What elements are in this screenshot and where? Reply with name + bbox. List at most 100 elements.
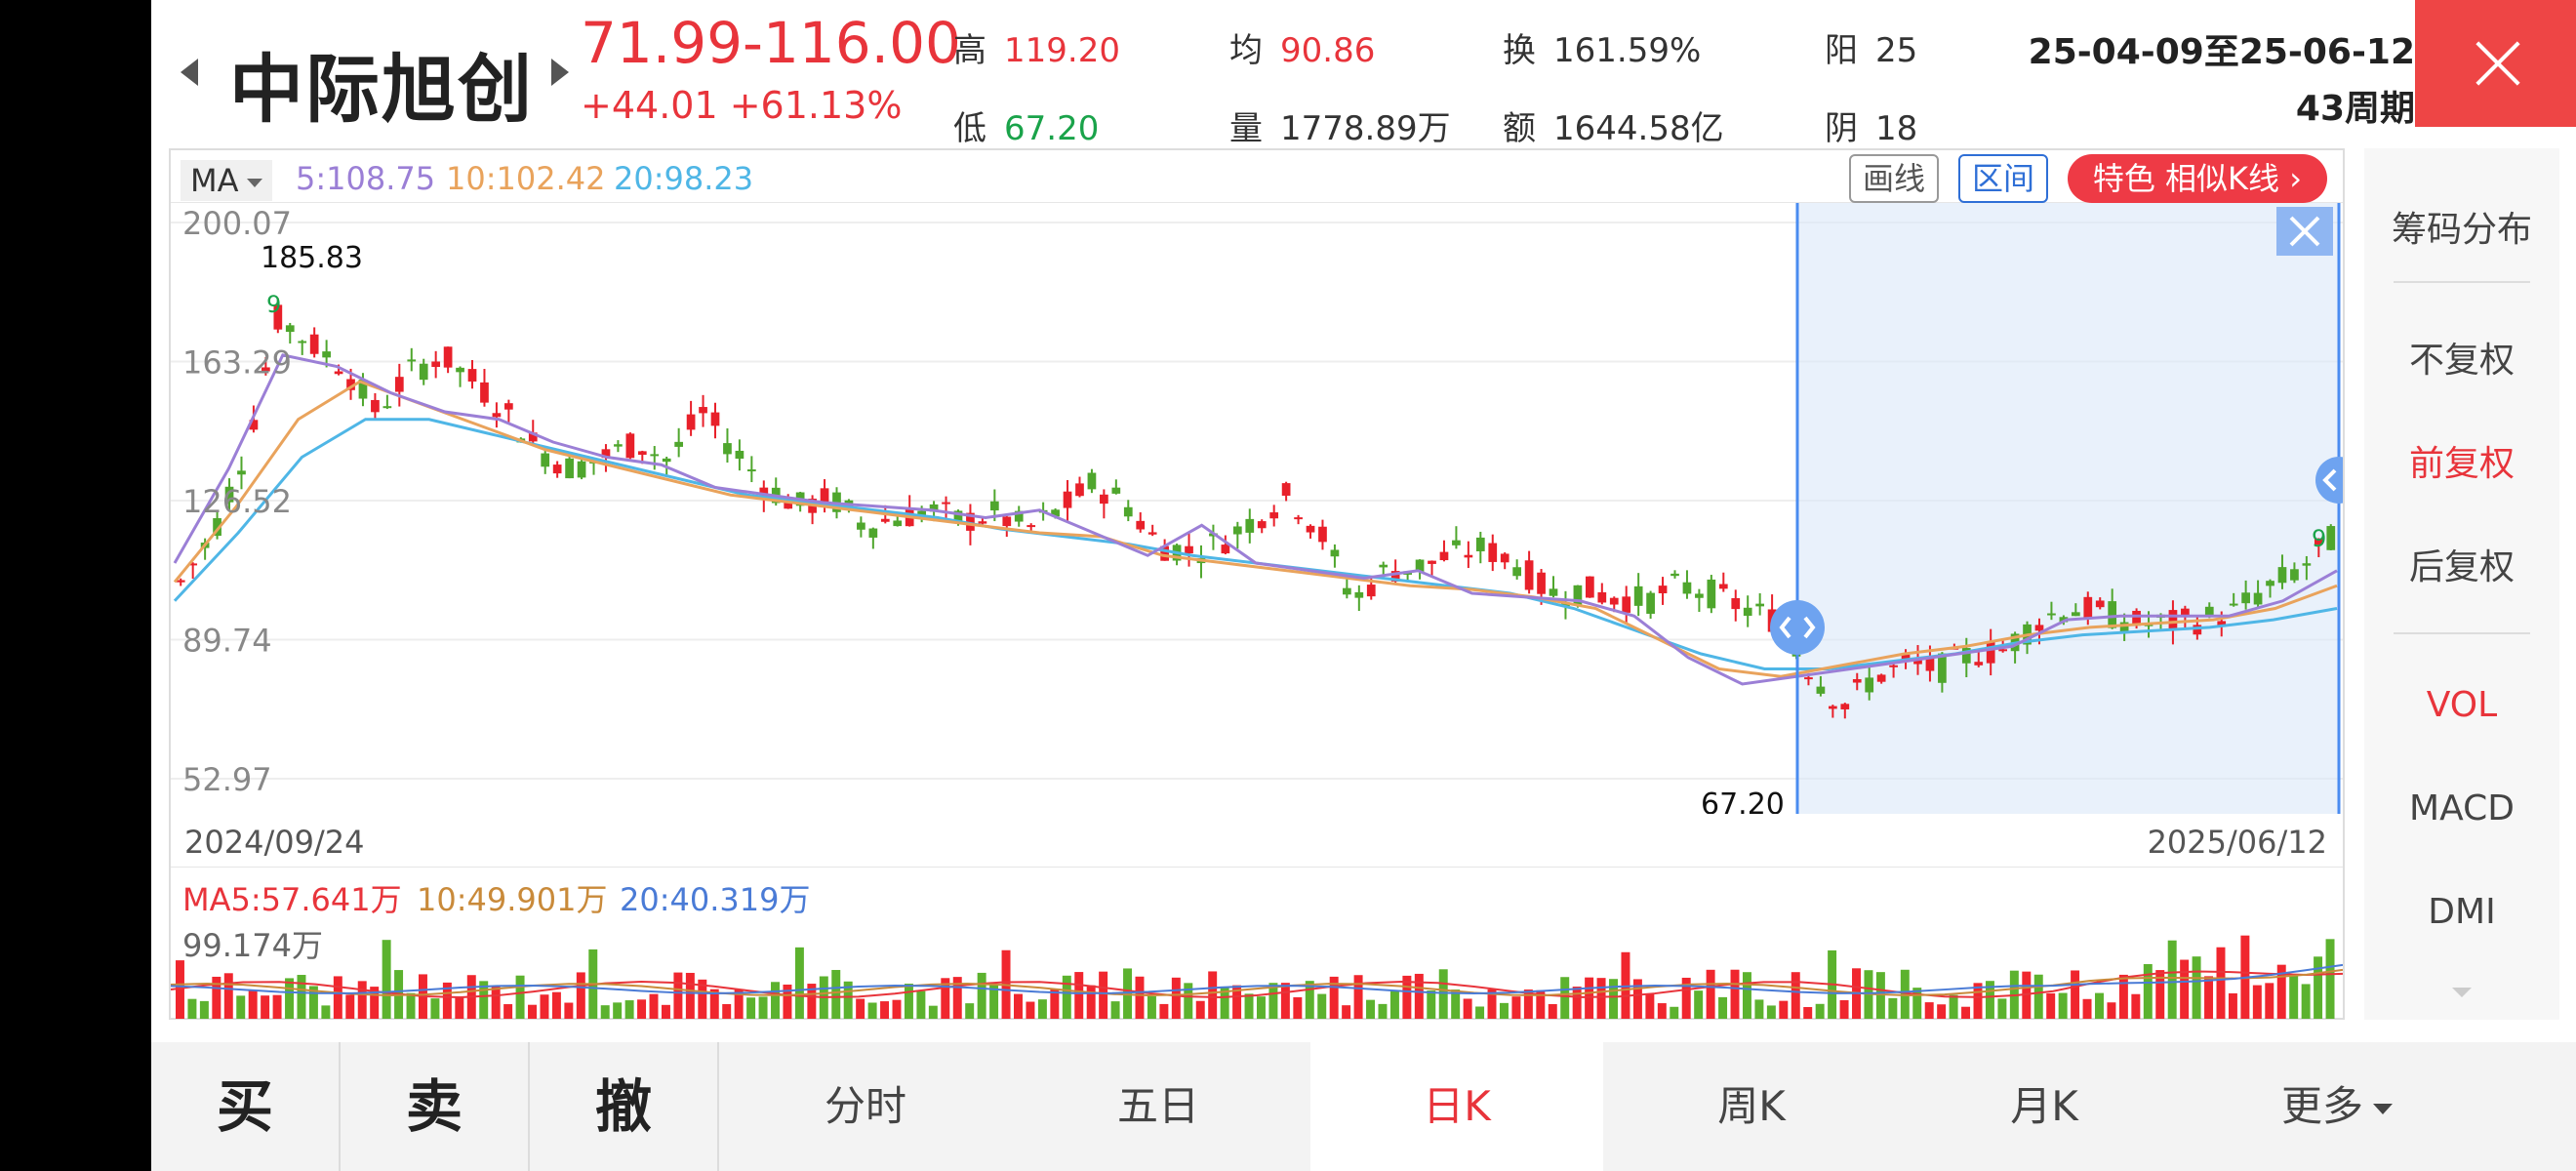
candle-body <box>188 563 198 566</box>
volume-bar <box>479 981 489 1019</box>
selection-left-handle-icon[interactable] <box>1770 600 1825 655</box>
volume-bar <box>1888 997 1898 1019</box>
ma-selector[interactable]: MA <box>181 160 272 201</box>
ma20-label: 20:98.23 <box>614 160 754 197</box>
volume-bar <box>308 986 318 1019</box>
volume-bar <box>892 999 902 1019</box>
macd-indicator-option[interactable]: MACD <box>2409 788 2515 828</box>
candle-body <box>662 458 671 463</box>
y-tick-label: 200.07 <box>182 205 292 242</box>
candle-body <box>1974 662 1984 666</box>
forward-adjust-option[interactable]: 前复权 <box>2408 444 2515 484</box>
candle-body <box>1111 487 1121 494</box>
candle-body <box>1597 591 1607 603</box>
buy-button[interactable]: 买 <box>216 1073 273 1140</box>
similar-kline-button[interactable]: 特色 相似K线 <box>2067 154 2327 203</box>
candle-body <box>577 461 586 478</box>
volume-bar <box>1014 993 1023 1019</box>
volume-bar <box>1670 1006 1679 1019</box>
candle-body <box>746 469 756 472</box>
chip-distribution[interactable]: 筹码分布 <box>2391 210 2532 250</box>
tab-intraday[interactable]: 分时 <box>824 1082 906 1130</box>
volume-bar <box>1257 996 1266 1019</box>
vol-ma20-label: 20:40.319万 <box>620 881 811 918</box>
candle-body <box>1524 560 1534 590</box>
candle-body <box>528 432 538 442</box>
sell-button[interactable]: 卖 <box>405 1073 463 1140</box>
app-screen: 中际旭创 71.99-116.00 +44.01 +61.13% 高 119.20… <box>151 0 2576 1171</box>
kline-chart-panel[interactable]: MA 5:108.75 10:102.42 20:98.23 画线 区间 特色 … <box>169 148 2345 1020</box>
candle-body <box>966 512 975 531</box>
stat-volume: 量 1778.89万 <box>1229 109 1451 148</box>
volume-bar <box>952 977 962 1019</box>
close-interval-button[interactable] <box>2415 0 2576 127</box>
candle-body <box>443 346 453 368</box>
volume-bar <box>1487 989 1497 1019</box>
candle-body <box>1147 532 1157 535</box>
candle-body <box>1586 576 1594 598</box>
candle-body <box>1695 593 1704 598</box>
vol-indicator-option[interactable]: VOL <box>2426 685 2498 725</box>
candle-body <box>2181 608 2190 617</box>
tab-five-day[interactable]: 五日 <box>1116 1082 1199 1130</box>
candle-body <box>1865 677 1874 693</box>
volume-chart[interactable] <box>171 913 2343 1019</box>
volume-bar <box>1694 990 1704 1019</box>
volume-bar <box>1803 1006 1813 1019</box>
price-change: +44.01 +61.13% <box>581 84 903 127</box>
cancel-order-button[interactable]: 撤 <box>594 1073 652 1140</box>
backward-adjust-option[interactable]: 后复权 <box>2408 547 2515 587</box>
volume-bar <box>1681 977 1691 1019</box>
volume-bar <box>1499 1002 1509 1019</box>
volume-bar <box>867 1002 877 1019</box>
draw-line-button[interactable]: 画线 <box>1849 154 1940 203</box>
selection-close-icon[interactable] <box>2276 207 2333 256</box>
volume-bars <box>176 935 2335 1019</box>
candle-body <box>456 367 464 373</box>
volume-bar <box>1451 989 1461 1019</box>
candle-body <box>1876 674 1886 682</box>
tab-weekly-k[interactable]: 周K <box>1717 1082 1786 1130</box>
side-divider <box>2394 632 2530 634</box>
candle-body <box>1123 506 1133 517</box>
vol-ma5-label: MA5:57.641万 <box>182 881 402 918</box>
tab-monthly-k[interactable]: 月K <box>2010 1082 2078 1130</box>
volume-bar <box>2095 992 2104 1019</box>
candle-body <box>1500 553 1509 563</box>
candle-body <box>1257 521 1267 529</box>
volume-bar <box>2082 998 2092 1019</box>
volume-bar <box>1997 998 2007 1019</box>
volume-bar <box>1839 999 1849 1019</box>
volume-bar <box>1585 977 1594 1019</box>
volume-bar <box>1086 985 1096 1019</box>
bottom-tab-bar: 买 卖 撤 分时 五日 日K 周K 月K 更多 <box>151 1042 2576 1171</box>
candle-body <box>1549 588 1558 596</box>
volume-bar <box>977 972 986 1019</box>
candle-body <box>674 441 684 447</box>
prev-stock-icon[interactable] <box>181 59 198 86</box>
volume-bar <box>248 989 258 1019</box>
candle-body <box>1390 571 1400 582</box>
volume-bar <box>904 984 913 1019</box>
volume-bar <box>928 1005 938 1019</box>
candle-body <box>1366 585 1376 597</box>
range-button[interactable]: 区间 <box>1958 154 2049 203</box>
volume-bar <box>1244 993 1254 1019</box>
candlestick-chart[interactable]: 200.07 163.29 126.52 89.74 52.97 185.83 67.2… <box>171 203 2343 814</box>
next-stock-icon[interactable] <box>551 59 569 86</box>
candle-body <box>298 341 307 343</box>
volume-bar <box>1414 973 1424 1019</box>
volume-bar <box>1875 972 1885 1019</box>
selection-right-handle-icon[interactable] <box>2315 457 2343 504</box>
tab-more[interactable]: 更多 <box>2191 1042 2483 1171</box>
candle-body <box>1002 516 1012 527</box>
tab-separator <box>339 1042 341 1171</box>
candle-body <box>1828 706 1837 709</box>
dmi-indicator-option[interactable]: DMI <box>2428 892 2496 932</box>
side-scroll-more-icon[interactable] <box>2452 988 2472 997</box>
candle-body <box>1185 545 1193 554</box>
no-adjust-option[interactable]: 不复权 <box>2408 341 2515 381</box>
candle-body <box>213 518 221 537</box>
tab-daily-k[interactable]: 日K <box>1310 1042 1603 1171</box>
candle-body <box>1913 659 1922 665</box>
